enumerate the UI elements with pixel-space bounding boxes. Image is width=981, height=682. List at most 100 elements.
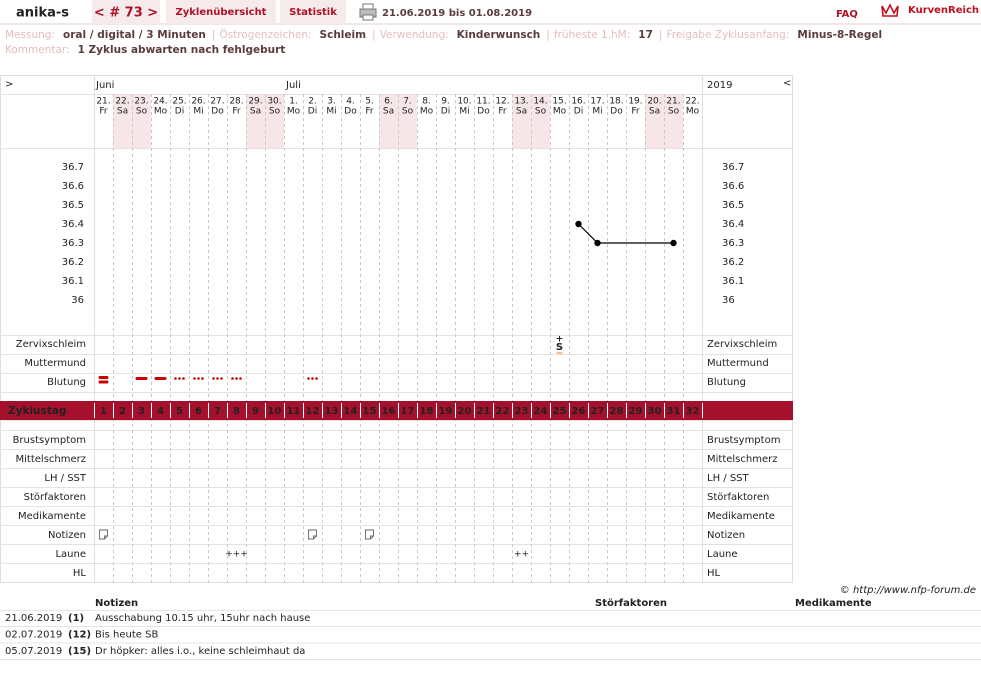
day-date: 25. — [172, 97, 186, 107]
tab-box[interactable] — [166, 0, 276, 24]
day-date: 23. — [134, 97, 148, 107]
cycle-bar — [0, 401, 793, 420]
row-label: Mittelschmerz — [707, 454, 777, 465]
day-weekday: So — [535, 107, 547, 117]
day-date: 5. — [365, 97, 374, 107]
temperature-point — [670, 239, 677, 247]
info-label: Freigabe Zyklusanfang: — [666, 29, 790, 41]
day-date: 24. — [153, 97, 167, 107]
bleeding-dot — [220, 377, 223, 380]
cycle-nav[interactable]: < # 73 > — [94, 6, 158, 21]
note-date: 05.07.2019 — [5, 646, 62, 657]
day-date: 1. — [289, 97, 298, 107]
day-date: 14. — [533, 97, 547, 107]
month-label: Juli — [285, 80, 301, 91]
copyright: © http://www.nfp-forum.de — [840, 585, 976, 596]
bleeding-dot — [201, 377, 204, 380]
weekend-shade — [664, 94, 683, 148]
info-label: Kommentar: — [5, 44, 70, 56]
day-date: 29. — [248, 97, 262, 107]
bleeding-dot — [216, 377, 219, 380]
info-value: Kinderwunsch — [456, 29, 541, 41]
row-label: Blutung — [707, 377, 746, 388]
tab[interactable]: Statistik — [289, 7, 337, 18]
cycle-day: 17 — [401, 406, 415, 417]
day-weekday: Do — [211, 107, 224, 117]
day-date: 3. — [327, 97, 336, 107]
day-date: 4. — [346, 97, 355, 107]
row-label: LH / SST — [44, 473, 87, 484]
day-weekday: Fr — [99, 107, 108, 117]
bleeding-mark — [174, 377, 185, 380]
y-tick-label: 36.3 — [62, 238, 84, 249]
y-tick-label: 36.3 — [722, 238, 744, 249]
day-date: 8. — [422, 97, 431, 107]
bleeding-dot — [307, 377, 310, 380]
day-weekday: So — [136, 107, 148, 117]
bleeding-dot — [235, 377, 238, 380]
bleeding-dash — [135, 377, 148, 380]
day-date: 22. — [115, 97, 129, 107]
cycle-day: 9 — [252, 406, 259, 417]
separator: | — [211, 29, 216, 41]
cycle-day: 3 — [138, 406, 145, 417]
row-label: Laune — [707, 549, 738, 560]
weekend-shade — [246, 94, 265, 148]
info-value: Schleim — [319, 29, 367, 41]
faq-link[interactable]: FAQ — [836, 9, 858, 20]
bleeding-mark — [231, 377, 242, 380]
print-icon[interactable] — [359, 3, 377, 21]
nav-box[interactable] — [92, 0, 160, 24]
cycle-day: 26 — [572, 406, 586, 417]
day-date: 10. — [457, 97, 471, 107]
note-text: Bis heute SB — [95, 630, 158, 641]
bleeding-dot — [193, 377, 196, 380]
row-label: Medikamente — [707, 511, 775, 522]
info-label: Verwendung: — [379, 29, 449, 41]
bleeding-dot — [182, 377, 185, 380]
note-cycle-day: (12) — [68, 630, 91, 641]
row-label: Muttermund — [24, 358, 86, 369]
brand[interactable]: KurvenReich — [908, 5, 979, 16]
temperature-point — [594, 239, 601, 247]
row-label: Störfaktoren — [24, 492, 86, 503]
day-date: 18. — [609, 97, 623, 107]
info-value: oral / digital / 3 Minuten — [62, 29, 206, 41]
day-weekday: Mi — [326, 107, 336, 117]
row-label: Zervixschleim — [707, 339, 777, 350]
day-weekday: Do — [477, 107, 490, 117]
bleeding-dot — [178, 377, 181, 380]
cycle-day: 22 — [496, 406, 510, 417]
day-date: 12. — [495, 97, 509, 107]
day-date: 30. — [267, 97, 281, 107]
tab[interactable]: Zyklenübersicht — [176, 7, 267, 18]
row-label: Mittelschmerz — [16, 454, 86, 465]
day-date: 16. — [571, 97, 585, 107]
day-date: 27. — [210, 97, 224, 107]
row-label: LH / SST — [707, 473, 750, 484]
day-date: 26. — [191, 97, 205, 107]
note-cycle-day: (1) — [68, 613, 84, 624]
cycle-day: 7 — [214, 406, 221, 417]
row-label: Zervixschleim — [16, 339, 86, 350]
day-weekday: Fr — [365, 107, 374, 117]
day-weekday: Di — [308, 107, 317, 117]
y-tick-label: 36 — [71, 295, 84, 306]
tab-box[interactable] — [280, 0, 346, 24]
day-weekday: Sa — [516, 107, 527, 117]
day-weekday: Do — [344, 107, 357, 117]
cycle-day: 13 — [325, 406, 339, 417]
day-weekday: Mo — [287, 107, 301, 117]
day-date: 15. — [552, 97, 566, 107]
row-label: Blutung — [47, 377, 86, 388]
day-date: 20. — [647, 97, 661, 107]
note-date: 21.06.2019 — [5, 613, 62, 624]
bleeding-dot — [239, 377, 242, 380]
row-label: Notizen — [48, 530, 86, 541]
bleeding-dot — [197, 377, 200, 380]
day-weekday: Mo — [553, 107, 567, 117]
cycle-label: Zyklustag — [8, 405, 66, 417]
weekend-shade — [379, 94, 398, 148]
day-weekday: Mo — [420, 107, 434, 117]
